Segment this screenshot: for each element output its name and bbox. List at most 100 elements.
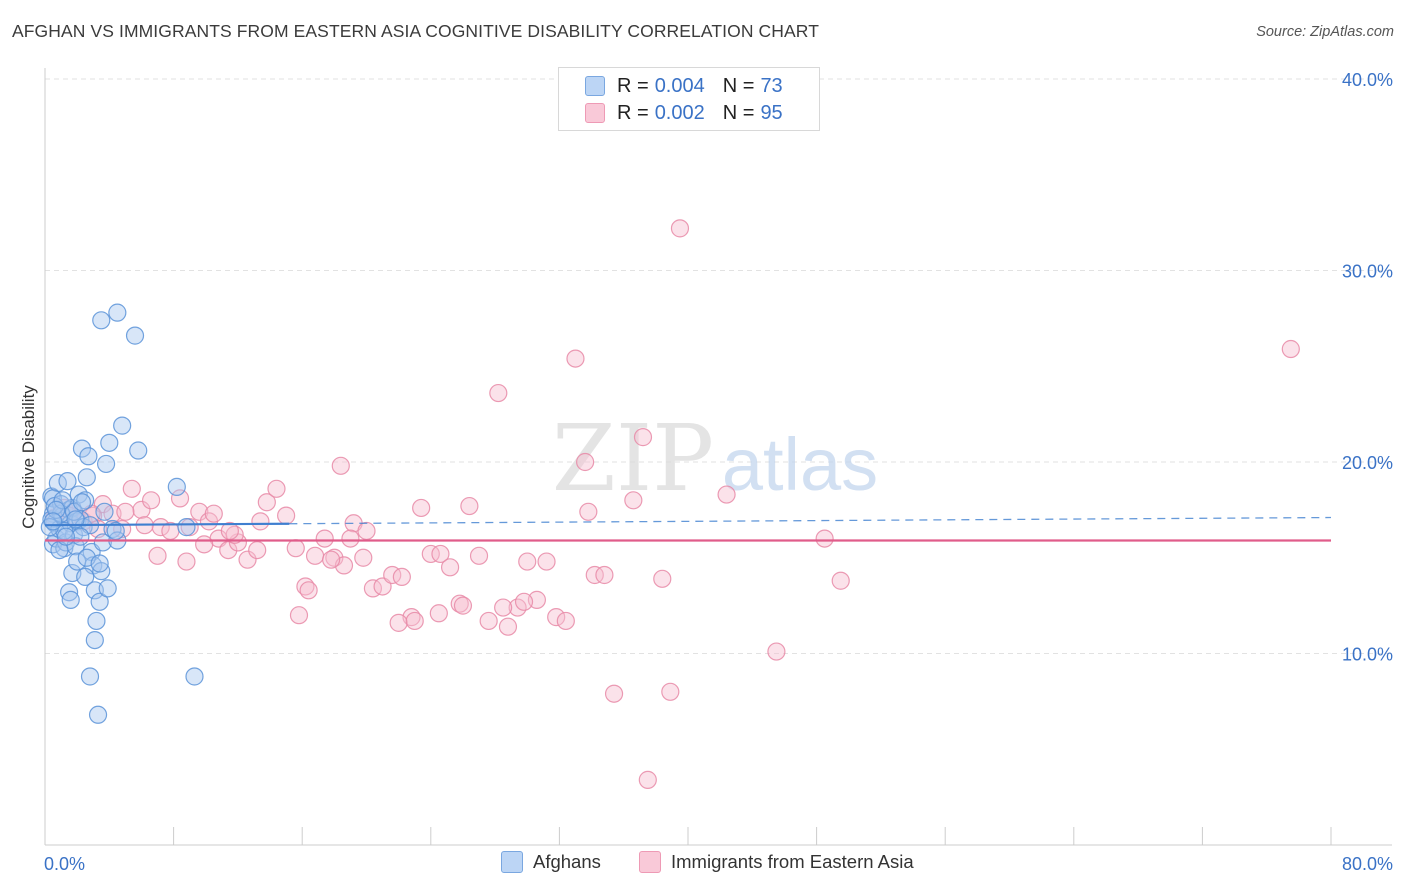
data-point [638,770,657,789]
legend-swatch-blue [501,851,523,873]
data-point [185,667,204,686]
data-point [595,565,614,585]
data-point [421,544,440,564]
legend-n-value: 95 [760,101,783,124]
data-point [113,416,132,435]
watermark-zip: ZIP [552,405,714,512]
data-point [277,506,296,525]
data-point [167,477,186,496]
data-point [325,548,344,567]
data-point [537,552,556,571]
data-point [93,533,112,552]
data-point [453,596,473,615]
data-point [92,562,111,581]
watermark-atlas: atlas [722,423,878,506]
data-point [90,592,109,611]
data-point [95,502,114,521]
data-point [85,630,104,650]
legend-r-label: R = [617,74,649,97]
data-point [299,581,318,600]
data-point [267,479,286,498]
y-tick-label: 30.0% [1342,262,1393,282]
data-point [341,529,360,548]
data-point [331,456,350,475]
legend-label-immigrants: Immigrants from Eastern Asia [671,851,914,872]
data-point [469,546,489,565]
data-point [47,500,66,519]
data-point [76,567,95,587]
data-point [56,527,75,546]
correlation-legend: R = 0.004 N = 73 R = 0.002 N = 95 [558,67,820,131]
legend-n-label: N = [722,74,755,97]
data-point [108,303,127,322]
data-point [815,529,834,548]
data-point [429,604,448,623]
legend-n-value: 73 [760,74,783,97]
legend-row-afghans: R = 0.004 N = 73 [585,74,783,98]
zipatlas-watermark: ZIP atlas [552,405,878,512]
data-point [116,502,135,521]
data-point [286,539,305,558]
data-point [238,550,257,569]
legend-swatch-pink [585,103,605,123]
tick-labels: 10.0% 20.0% 30.0% 40.0% 0.0% 80.0% [44,70,1393,874]
data-point [43,512,63,531]
data-point [670,219,690,238]
data-point [248,540,267,560]
data-point [68,552,87,571]
data-point [58,472,77,491]
data-point [125,326,145,345]
data-point [717,485,736,504]
data-point [604,684,624,703]
series-afghans-points [40,303,204,724]
data-point [204,504,223,523]
data-point [289,606,309,625]
data-point [251,512,270,531]
legend-item-afghans: Afghans [501,851,601,873]
data-point [514,592,534,611]
data-point [132,500,151,519]
legend-label-afghans: Afghans [533,851,601,872]
y-tick-label: 40.0% [1342,70,1393,90]
data-point [653,569,672,588]
data-point [354,548,373,567]
trend-lines [44,516,1332,542]
data-point [100,433,119,452]
data-point [498,617,518,636]
data-point [98,579,117,598]
data-point [624,491,643,510]
chart-title: AFGHAN VS IMMIGRANTS FROM EASTERN ASIA C… [12,21,819,41]
legend-swatch-blue [585,76,605,96]
data-point [257,493,276,512]
data-point [90,554,109,573]
data-point [585,565,604,585]
series-legend: Afghans Immigrants from Eastern Asia [0,851,1406,877]
legend-r-label: R = [617,101,649,124]
legend-n-label: N = [722,101,755,124]
data-point [195,535,214,554]
legend-row-immigrants: R = 0.002 N = 95 [585,101,783,125]
data-point [61,590,80,609]
data-point [579,502,598,521]
data-point [87,611,106,631]
y-tick-label: 20.0% [1342,453,1393,473]
data-point [79,447,98,466]
x-tick-label-max: 80.0% [1342,854,1393,874]
data-point [489,383,508,403]
data-point [566,349,585,368]
data-point [141,491,161,510]
data-point [661,682,680,701]
data-point [357,521,376,541]
data-point [392,567,411,587]
data-point [450,594,469,613]
data-point [556,611,575,631]
data-point [831,571,850,590]
source-label: Source: ZipAtlas.com [1256,24,1394,40]
data-point [60,583,79,602]
data-point [122,479,141,498]
data-point [547,608,566,627]
data-point [177,518,196,537]
data-point [177,552,196,571]
legend-r-value: 0.004 [654,74,705,97]
